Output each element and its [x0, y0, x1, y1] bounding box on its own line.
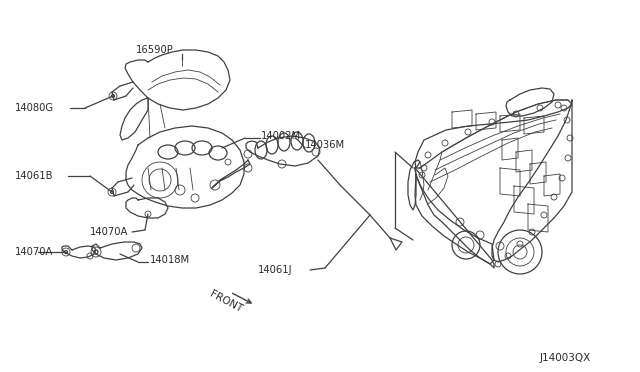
Text: 14061J: 14061J [258, 265, 292, 275]
Text: 16590P: 16590P [136, 45, 174, 55]
Circle shape [94, 250, 98, 254]
Circle shape [65, 250, 67, 253]
Text: FRONT: FRONT [207, 289, 243, 314]
Text: 14036M: 14036M [305, 140, 345, 150]
Text: 14080G: 14080G [15, 103, 54, 113]
Circle shape [111, 94, 115, 97]
Text: 14070A: 14070A [15, 247, 53, 257]
Circle shape [111, 190, 113, 193]
Text: 14070A: 14070A [90, 227, 129, 237]
Text: J14003QX: J14003QX [540, 353, 591, 363]
Text: 14061B: 14061B [15, 171, 54, 181]
Text: 14002M: 14002M [261, 131, 301, 141]
Text: 14018M: 14018M [150, 255, 190, 265]
